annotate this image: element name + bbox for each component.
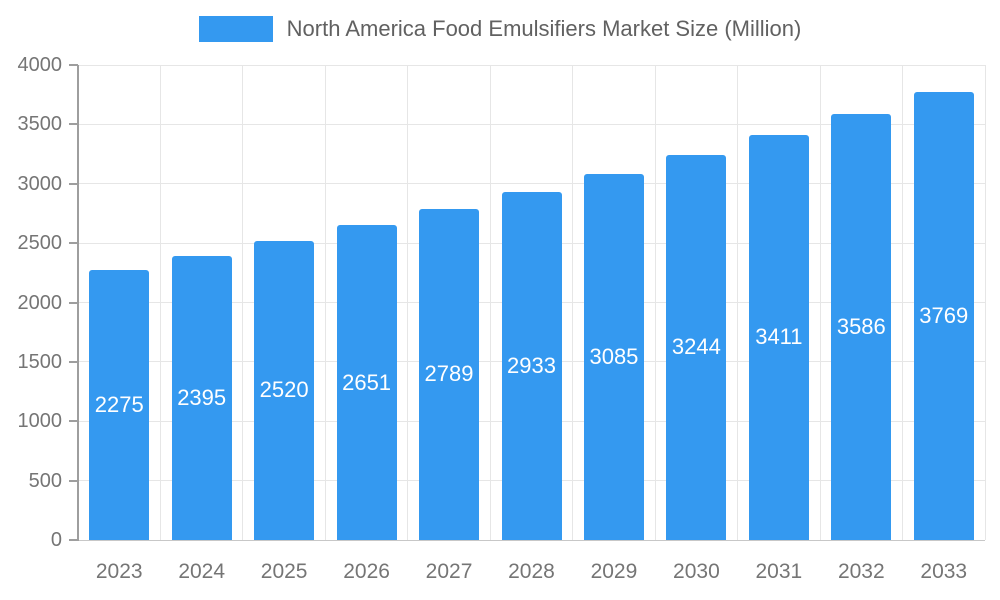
x-axis-category-label: 2024 (178, 560, 226, 583)
bar-value-label: 3244 (671, 334, 721, 360)
bar[interactable]: 3411 (748, 134, 809, 540)
bar-value-label: 2789 (424, 361, 474, 387)
x-axis-category-label: 2030 (673, 560, 720, 583)
bar-value-label: 3586 (836, 314, 886, 340)
y-axis-tick-label: 3500 (17, 113, 63, 136)
bar[interactable]: 3586 (831, 114, 892, 540)
bar-value-label: 2651 (342, 369, 392, 395)
bar[interactable]: 3244 (666, 154, 727, 540)
x-gridline (242, 65, 244, 540)
y-axis-line (77, 65, 79, 541)
x-gridline (489, 65, 491, 540)
x-axis-category-label: 2032 (837, 560, 885, 583)
y-axis-tick-label: 0 (50, 529, 62, 551)
bar-value-label: 3769 (919, 303, 969, 329)
x-axis-category-label: 2023 (95, 560, 143, 583)
y-axis-tick-label: 2000 (17, 291, 63, 314)
y-axis-tick-label: 1500 (17, 350, 63, 373)
bar-value-label: 3411 (755, 324, 803, 350)
y-axis-tick (69, 479, 78, 482)
y-axis-tick (69, 301, 78, 304)
y-axis-tick-label: 4000 (17, 54, 63, 76)
x-gridline (654, 65, 656, 540)
x-axis-category-label: 2027 (425, 560, 473, 583)
x-gridline (159, 65, 161, 540)
chart-title: North America Food Emulsifiers Market Si… (286, 16, 802, 41)
chart-legend[interactable]: North America Food Emulsifiers Market Si… (0, 16, 1000, 42)
x-axis-category-label: 2025 (260, 560, 308, 583)
x-axis-category-label: 2029 (590, 560, 638, 583)
bar-value-label: 2395 (177, 384, 227, 410)
x-gridline (572, 65, 574, 540)
y-axis-tick (69, 182, 78, 185)
y-axis-tick-label: 3000 (17, 172, 63, 195)
x-gridline (819, 65, 821, 540)
x-gridline (737, 65, 739, 540)
bar[interactable]: 2520 (254, 240, 315, 540)
legend-swatch (198, 16, 273, 42)
y-axis-tick (69, 539, 78, 541)
y-gridline (78, 183, 985, 185)
y-axis-tick (69, 420, 78, 423)
y-axis-tick (69, 242, 78, 245)
bar[interactable]: 2789 (419, 208, 480, 540)
bar[interactable]: 3769 (913, 92, 974, 540)
x-axis-category-label: 2033 (920, 560, 968, 583)
x-gridline (407, 65, 409, 540)
y-gridline (78, 64, 985, 66)
bar[interactable]: 2933 (501, 191, 562, 540)
x-axis-line (78, 540, 985, 541)
y-axis-tick (69, 123, 78, 126)
bar-value-label: 2275 (94, 391, 144, 417)
bar[interactable]: 3085 (583, 173, 644, 540)
x-gridline (324, 65, 326, 540)
bar-value-label: 3085 (589, 343, 639, 369)
x-axis-category-label: 2031 (755, 560, 803, 583)
x-gridline (984, 65, 986, 540)
bar[interactable]: 2275 (89, 269, 150, 540)
x-axis-category-label: 2026 (343, 560, 390, 583)
y-axis-tick-label: 1000 (17, 410, 63, 433)
y-gridline (78, 123, 985, 125)
y-axis-tick-label: 500 (28, 469, 62, 492)
x-gridline (902, 65, 904, 540)
y-axis-tick-label: 2500 (17, 232, 63, 255)
x-axis-category-label: 2028 (508, 560, 555, 583)
y-axis-tick (69, 64, 78, 66)
bar-value-label: 2520 (259, 377, 309, 403)
bar-value-label: 2933 (507, 352, 556, 378)
y-axis-tick (69, 360, 78, 363)
bar[interactable]: 2395 (171, 255, 232, 540)
bar[interactable]: 2651 (336, 225, 397, 540)
